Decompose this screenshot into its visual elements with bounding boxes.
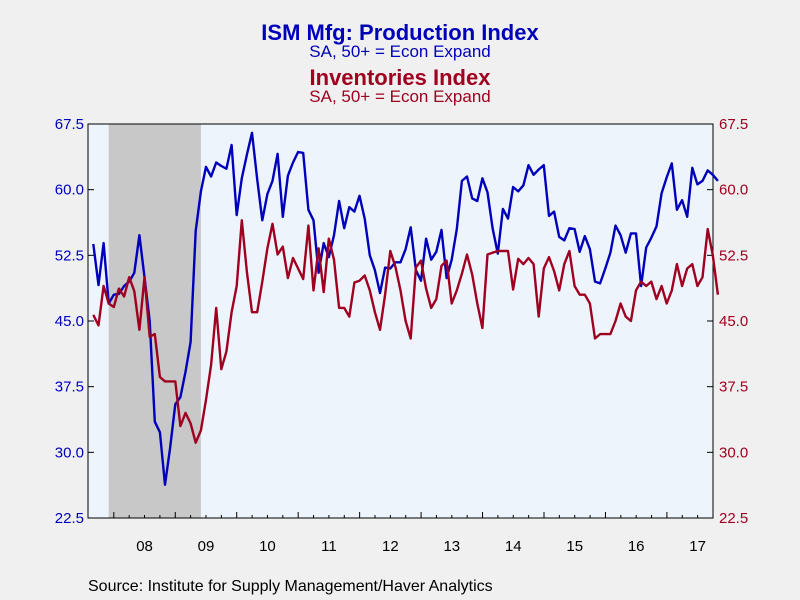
x-tick-label: 08	[136, 538, 153, 555]
x-tick-label: 09	[198, 538, 215, 555]
series-line-production	[92, 131, 719, 486]
x-tick-label: 13	[443, 538, 460, 555]
x-tick-label: 10	[259, 538, 276, 555]
x-tick-label: 11	[321, 538, 337, 555]
chart-subtitle-2: SA, 50+ = Econ Expand	[309, 87, 491, 106]
y-tick-label-left: 30.0	[55, 444, 84, 461]
y-tick-label-left: 22.5	[55, 510, 84, 527]
y-tick-label-right: 67.5	[719, 116, 748, 133]
chart-title: ISM Mfg: Production Index	[261, 20, 539, 45]
y-tick-label-left: 52.5	[55, 247, 84, 264]
y-tick-label-left: 60.0	[55, 182, 84, 199]
chart-subtitle: SA, 50+ = Econ Expand	[309, 42, 491, 61]
x-tick-label: 17	[689, 538, 706, 555]
source-note: Source: Institute for Supply Management/…	[88, 578, 493, 595]
y-tick-label-left: 37.5	[55, 379, 84, 396]
x-tick-label: 14	[505, 538, 522, 555]
y-tick-label-right: 45.0	[719, 313, 748, 330]
series-line-inventories	[92, 219, 720, 444]
chart-title-2: Inventories Index	[309, 65, 491, 90]
x-tick-label: 15	[566, 538, 583, 555]
y-tick-label-right: 30.0	[719, 444, 748, 461]
y-tick-label-right: 37.5	[719, 379, 748, 396]
recession-band	[108, 124, 201, 518]
y-tick-label-right: 22.5	[719, 510, 748, 527]
y-tick-label-left: 67.5	[55, 116, 84, 133]
y-tick-label-right: 60.0	[719, 182, 748, 199]
y-tick-label-right: 52.5	[719, 247, 748, 264]
x-tick-label: 16	[628, 538, 645, 555]
x-tick-label: 12	[382, 538, 399, 555]
y-tick-label-left: 45.0	[55, 313, 84, 330]
